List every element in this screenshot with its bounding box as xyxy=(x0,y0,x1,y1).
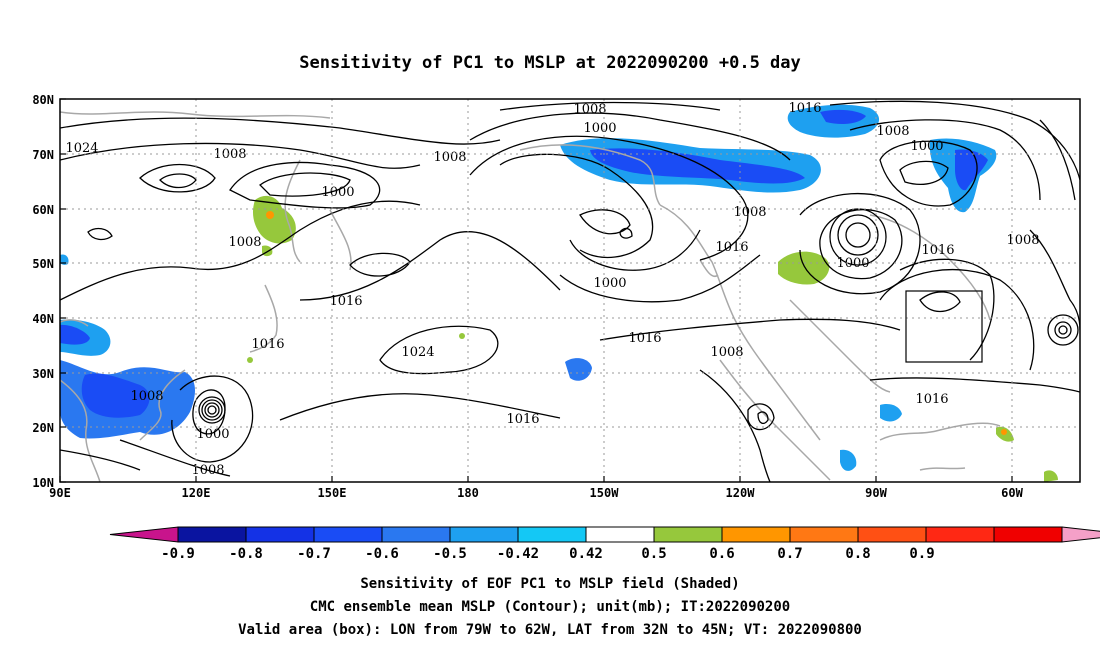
contour-label: 1008 xyxy=(433,150,466,165)
colorbar-swatch xyxy=(925,526,995,543)
colorbar-swatch xyxy=(857,526,927,543)
colorbar-label: 0.6 xyxy=(709,546,734,562)
lon-tick-label: 180 xyxy=(457,486,479,500)
contour-label: 1016 xyxy=(251,337,284,352)
caption-line-1: Sensitivity of EOF PC1 to MSLP field (Sh… xyxy=(360,576,739,592)
colorbar-label: 0.8 xyxy=(845,546,870,562)
lon-tick-label: 90E xyxy=(49,486,71,500)
lon-tick-label: 120E xyxy=(182,486,211,500)
lon-tick-label: 120W xyxy=(726,486,756,500)
colorbar-label: -0.42 xyxy=(497,546,539,562)
contour-label: 1016 xyxy=(915,392,948,407)
contour-label: 1008 xyxy=(733,205,766,220)
colorbar-label: -0.9 xyxy=(161,546,195,562)
contour-label: 1008 xyxy=(191,463,224,478)
lon-tick-label: 90W xyxy=(865,486,887,500)
lat-tick-label: 60N xyxy=(32,203,54,217)
colorbar-label: 0.7 xyxy=(777,546,802,562)
contour-label: 1024 xyxy=(65,141,98,156)
colorbar-swatch xyxy=(449,526,519,543)
caption-line-2: CMC ensemble mean MSLP (Contour); unit(m… xyxy=(310,599,790,615)
colorbar-swatch xyxy=(721,526,791,543)
contour-label: 1000 xyxy=(196,427,229,442)
colorbar-swatch xyxy=(313,526,383,543)
lat-tick-label: 40N xyxy=(32,312,54,326)
colorbar-end-high xyxy=(1061,526,1100,543)
colorbar-swatch xyxy=(789,526,859,543)
colorbar-labels: -0.9 -0.8 -0.7 -0.6 -0.5 -0.42 0.42 0.5 … xyxy=(161,546,935,562)
colorbar-label: 0.5 xyxy=(641,546,666,562)
contour-label: 1008 xyxy=(710,345,743,360)
colorbar-swatch xyxy=(653,526,723,543)
contour-label: 1016 xyxy=(628,331,661,346)
contour-label: 1016 xyxy=(506,412,539,427)
colorbar-label: -0.8 xyxy=(229,546,263,562)
lat-tick-label: 30N xyxy=(32,367,54,381)
figure-title: Sensitivity of PC1 to MSLP at 2022090200… xyxy=(299,53,801,73)
lat-tick-label: 80N xyxy=(32,93,54,107)
colorbar-swatch xyxy=(245,526,315,543)
colorbar-swatch xyxy=(381,526,451,543)
colorbar xyxy=(109,526,1100,543)
map-panel: 1024 1008 1008 1000 1008 1008 1000 1008 … xyxy=(32,93,1081,500)
colorbar-label: -0.7 xyxy=(297,546,331,562)
negative-sensitivity-shading xyxy=(60,104,997,471)
colorbar-swatch xyxy=(585,526,655,543)
contour-label: 1016 xyxy=(329,294,362,309)
colorbar-label: -0.6 xyxy=(365,546,399,562)
latitude-tick-labels: 80N 70N 60N 50N 40N 30N 20N 10N xyxy=(32,93,54,490)
map-grid xyxy=(60,99,1080,482)
contour-label: 1008 xyxy=(1006,233,1039,248)
colorbar-swatch xyxy=(177,526,247,543)
contour-label: 1016 xyxy=(715,240,748,255)
longitude-tick-labels: 90E 120E 150E 180 150W 120W 90W 60W xyxy=(49,486,1023,500)
map-frame xyxy=(59,98,1081,483)
caption-line-3: Valid area (box): LON from 79W to 62W, L… xyxy=(238,622,862,638)
lon-tick-label: 150W xyxy=(590,486,620,500)
valid-area-box xyxy=(905,290,983,363)
lat-tick-label: 50N xyxy=(32,257,54,271)
lat-tick-label: 20N xyxy=(32,421,54,435)
colorbar-end-low xyxy=(109,526,179,543)
lon-tick-label: 150E xyxy=(318,486,347,500)
colorbar-label: 0.9 xyxy=(909,546,934,562)
lon-tick-label: 60W xyxy=(1001,486,1023,500)
contour-label: 1000 xyxy=(321,185,354,200)
contour-labels: 1024 1008 1008 1000 1008 1008 1000 1008 … xyxy=(65,101,1039,478)
contour-label: 1000 xyxy=(910,139,943,154)
contour-label: 1016 xyxy=(788,101,821,116)
lat-tick-label: 10N xyxy=(32,476,54,490)
contour-label: 1008 xyxy=(876,124,909,139)
positive-sensitivity-shading xyxy=(247,195,1058,482)
colorbar-label: 0.42 xyxy=(569,546,603,562)
mslp-contours xyxy=(60,100,1080,482)
colorbar-swatch xyxy=(517,526,587,543)
colorbar-swatch xyxy=(993,526,1063,543)
contour-label: 1008 xyxy=(130,389,163,404)
colorbar-label: -0.5 xyxy=(433,546,467,562)
contour-label: 1008 xyxy=(573,102,606,117)
contour-label: 1000 xyxy=(583,121,616,136)
contour-label: 1016 xyxy=(921,243,954,258)
lat-tick-label: 70N xyxy=(32,148,54,162)
contour-label: 1008 xyxy=(228,235,261,250)
contour-label: 1000 xyxy=(593,276,626,291)
contour-label: 1024 xyxy=(401,345,434,360)
axis-ticks xyxy=(59,98,1013,483)
